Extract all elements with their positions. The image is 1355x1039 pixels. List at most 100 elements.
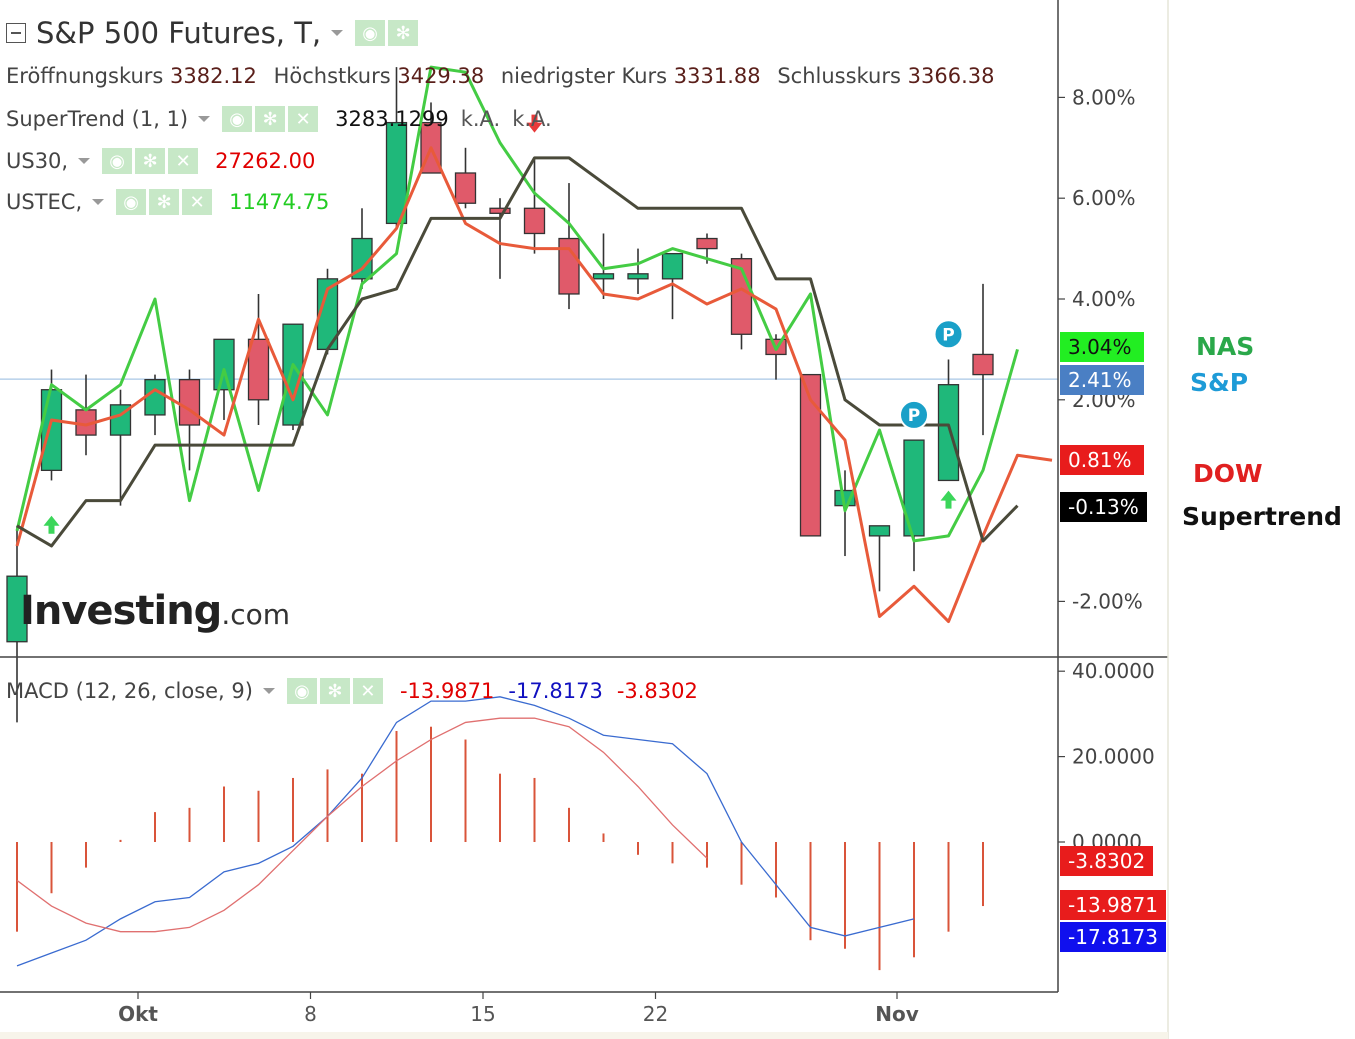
chevron-down-icon[interactable]: [331, 30, 344, 36]
low-value: 3331.88: [673, 64, 761, 88]
pivot-label: P: [908, 406, 920, 426]
close-icon[interactable]: ✕: [182, 189, 213, 215]
value-badge: 0.81%: [1060, 445, 1144, 475]
gear-icon[interactable]: ✻: [255, 106, 286, 132]
close-icon[interactable]: ✕: [168, 148, 199, 174]
candle-body: [178, 378, 201, 426]
histogram-value: -3.8302: [616, 679, 698, 703]
candle-body: [592, 273, 615, 280]
gear-icon[interactable]: ✻: [135, 148, 166, 174]
indicator-name: SuperTrend (1, 1): [6, 107, 189, 131]
pivot-label: P: [942, 325, 954, 345]
indicator-supertrend[interactable]: SuperTrend (1, 1) ◉ ✻ ✕ 3283.1299 k.A. k…: [6, 106, 552, 132]
candle-body: [247, 338, 270, 401]
y-tick-label: -2.00%: [1072, 589, 1143, 613]
close-icon[interactable]: ✕: [352, 678, 383, 704]
gear-icon[interactable]: ✻: [319, 678, 350, 704]
y-tick-label: 4.00%: [1072, 287, 1136, 311]
indicator-macd[interactable]: MACD (12, 26, close, 9) ◉ ✻ ✕ -13.9871 -…: [6, 678, 698, 704]
candle-body: [40, 389, 63, 472]
logo-suffix: .com: [221, 598, 291, 631]
legend-supertrend: Supertrend: [1182, 502, 1342, 531]
candle-body: [661, 252, 684, 280]
high-value: 3429.38: [397, 64, 485, 88]
candle-body: [385, 121, 408, 225]
chevron-down-icon[interactable]: [262, 688, 275, 694]
x-tick-label: Nov: [875, 1002, 919, 1026]
open-value: 3382.12: [170, 64, 257, 88]
chevron-down-icon[interactable]: [78, 158, 91, 164]
eye-icon[interactable]: ◉: [286, 678, 317, 704]
eye-icon[interactable]: ◉: [116, 189, 147, 215]
series-line-nas: [15, 65, 1019, 543]
gear-icon[interactable]: ✻: [149, 189, 180, 215]
candle-body: [696, 237, 718, 250]
candle-body: [627, 273, 649, 280]
up-arrow-icon: [940, 490, 957, 509]
chevron-down-icon[interactable]: [92, 199, 105, 205]
candle-body: [868, 525, 891, 537]
indicator-name: USTEC,: [6, 190, 83, 214]
series-line-supertrend: [16, 156, 1019, 548]
collapse-icon[interactable]: [6, 23, 26, 43]
high-label: Höchstkurs: [273, 64, 391, 88]
legend-nas: NAS: [1196, 332, 1255, 361]
chart-title: S&P 500 Futures, T,: [36, 16, 322, 50]
candle-body: [6, 575, 28, 643]
close-value: 3366.38: [907, 64, 995, 88]
x-tick-label: 8: [304, 1002, 317, 1026]
close-label: Schlusskurs: [777, 64, 901, 88]
chevron-down-icon[interactable]: [198, 116, 211, 122]
down-arrow-icon: [526, 114, 543, 133]
macd-value-badge: -3.8302: [1060, 846, 1154, 876]
legend-dow: DOW: [1193, 459, 1263, 488]
indicator-ustec[interactable]: USTEC, ◉ ✻ ✕ 11474.75: [6, 189, 329, 215]
macd-y-tick-label: 40.0000: [1072, 659, 1155, 683]
pivot-icon: [933, 319, 964, 350]
x-tick-label: Okt: [118, 1002, 158, 1026]
macd-value-badge: -13.9871: [1060, 890, 1166, 920]
candle-body: [489, 207, 511, 214]
open-label: Eröffnungskurs: [6, 64, 164, 88]
indicator-value: 27262.00: [215, 149, 316, 173]
eye-icon[interactable]: ◉: [102, 148, 133, 174]
gear-icon[interactable]: ✻: [388, 20, 419, 46]
up-arrow-icon: [43, 515, 60, 534]
chart-title-row: S&P 500 Futures, T, ◉ ✻: [6, 16, 421, 50]
indicator-value: 11474.75: [229, 190, 330, 214]
indicator-name: MACD (12, 26, close, 9): [6, 679, 253, 703]
investing-logo: Investing.com: [20, 588, 290, 634]
macd-line-signal: [16, 717, 708, 933]
candle-body: [558, 237, 580, 295]
value-badge: -0.13%: [1060, 492, 1147, 522]
candle-body: [454, 172, 477, 204]
y-tick-label: 6.00%: [1072, 186, 1136, 210]
indicator-name: US30,: [6, 149, 69, 173]
y-tick-label: 8.00%: [1072, 85, 1136, 109]
x-tick-label: 15: [470, 1002, 495, 1026]
indicator-value: k.A.: [460, 107, 501, 131]
indicator-us30[interactable]: US30, ◉ ✻ ✕ 27262.00: [6, 148, 315, 174]
low-label: niedrigster Kurs: [500, 64, 668, 88]
indicator-value: 3283.1299: [335, 107, 449, 131]
pivot-icon: [899, 399, 929, 430]
indicator-value: k.A.: [512, 107, 552, 131]
bottom-strip: [0, 1032, 1168, 1039]
candle-body: [523, 207, 546, 235]
series-line-dow: [15, 146, 1053, 624]
eye-icon[interactable]: ◉: [355, 20, 386, 46]
close-icon[interactable]: ✕: [288, 106, 319, 132]
candle-body: [972, 353, 994, 376]
eye-icon[interactable]: ◉: [222, 106, 253, 132]
macd-value-badge: -17.8173: [1060, 922, 1166, 952]
signal-value: -17.8173: [508, 679, 603, 703]
ohlc-row: Eröffnungskurs 3382.12 Höchstkurs 3429.3…: [6, 64, 1004, 88]
candle-body: [144, 378, 166, 416]
legend-sp: S&P: [1190, 368, 1249, 397]
macd-line-macd: [16, 696, 915, 967]
value-badge: 3.04%: [1060, 332, 1144, 362]
x-tick-label: 22: [643, 1002, 668, 1026]
candle-body: [937, 384, 960, 482]
value-badge: 2.41%: [1060, 365, 1144, 395]
